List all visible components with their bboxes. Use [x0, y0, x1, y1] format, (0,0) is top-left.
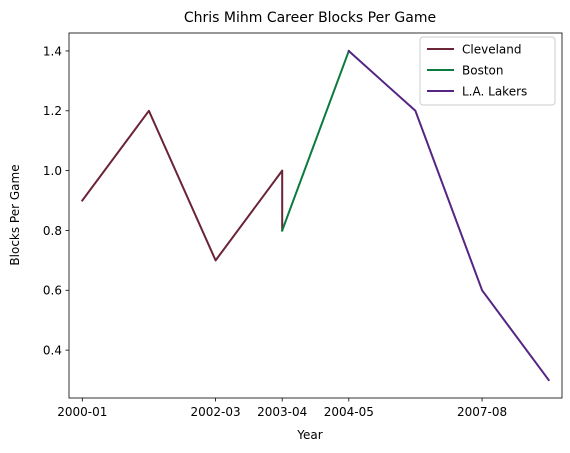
legend-label-l-a-lakers: L.A. Lakers — [462, 84, 527, 98]
x-axis-title: Year — [296, 428, 322, 442]
y-tick-label: 0.4 — [43, 343, 62, 357]
x-tick-label: 2004-05 — [324, 405, 374, 419]
series-line-cleveland — [80, 109, 284, 262]
y-tick-label: 1.4 — [43, 44, 62, 58]
series-line-boston — [280, 49, 351, 232]
y-tick-label: 1.0 — [43, 164, 62, 178]
series-line-l-a-lakers — [347, 49, 551, 382]
legend-label-cleveland: Cleveland — [462, 42, 522, 56]
x-tick-label: 2002-03 — [190, 405, 240, 419]
chart-title: Chris Mihm Career Blocks Per Game — [184, 10, 436, 26]
y-axis-title: Blocks Per Game — [8, 164, 22, 265]
legend: Cleveland Boston L.A. Lakers — [419, 36, 556, 106]
x-tick-label: 2000-01 — [57, 405, 107, 419]
y-tick-label: 0.8 — [43, 224, 62, 238]
legend-box — [419, 36, 556, 106]
x-tick-label: 2007-08 — [457, 405, 507, 419]
y-tick-label: 1.2 — [43, 104, 62, 118]
y-axis: 0.4 0.6 0.8 1.0 1.2 1.4 — [43, 44, 69, 357]
y-tick-label: 0.6 — [43, 284, 62, 298]
legend-label-boston: Boston — [462, 63, 503, 77]
series-layer — [80, 49, 551, 382]
x-axis: 2000-01 2002-03 2003-04 2004-05 2007-08 — [57, 398, 507, 419]
plot-area-frame — [68, 32, 563, 399]
x-tick-label: 2003-04 — [257, 405, 307, 419]
